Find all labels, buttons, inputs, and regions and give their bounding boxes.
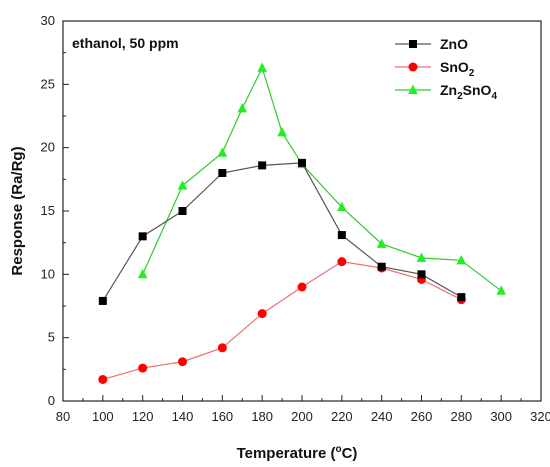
x-tick-label: 140	[172, 409, 194, 424]
legend: ZnO SnO2 Zn2SnO4	[395, 36, 497, 102]
legend-marker	[408, 84, 418, 94]
data-point	[98, 374, 108, 384]
y-tick-label: 5	[48, 330, 55, 345]
data-point	[258, 161, 267, 170]
legend-label: SnO2	[440, 59, 475, 79]
series-line	[142, 66, 502, 292]
y-tick-label: 0	[48, 393, 55, 408]
x-tick-label: 160	[211, 409, 233, 424]
legend-label: ZnO	[440, 36, 468, 52]
data-point	[257, 62, 267, 72]
series-zno	[98, 158, 466, 305]
data-point	[416, 252, 427, 262]
data-point	[257, 309, 267, 319]
data-point	[297, 282, 307, 292]
y-tick-label: 20	[41, 140, 55, 155]
data-point	[218, 169, 227, 177]
y-tick-label: 15	[41, 203, 55, 218]
data-point	[376, 238, 387, 248]
x-axis-title-degree: o	[335, 444, 341, 455]
y-axis-title: Response (Ra/Rg)	[9, 146, 26, 275]
legend-item: Zn2SnO4	[395, 82, 497, 102]
series-zn2sno4	[137, 62, 506, 295]
data-point	[217, 343, 227, 353]
legend-label: Zn2SnO4	[440, 82, 497, 102]
data-point	[417, 270, 426, 279]
legend-item: ZnO	[395, 36, 468, 52]
x-tick-label: 80	[56, 409, 70, 424]
data-point	[457, 293, 466, 302]
series-layer	[98, 62, 506, 384]
data-point	[496, 285, 506, 295]
data-point	[298, 158, 306, 167]
x-axis-title-main: Temperature (	[237, 445, 336, 462]
y-tick-label: 30	[41, 13, 55, 28]
data-point	[137, 268, 148, 279]
data-point	[178, 357, 187, 367]
data-point	[177, 180, 188, 190]
data-point	[138, 232, 147, 241]
data-point	[337, 201, 347, 212]
legend-item: SnO2	[395, 59, 475, 79]
data-point	[337, 257, 347, 267]
data-point	[377, 262, 386, 271]
x-tick-label: 240	[371, 409, 393, 424]
legend-marker	[409, 40, 417, 48]
series-sno2	[98, 257, 466, 384]
x-axis-title: Temperature (oC)	[237, 444, 358, 462]
y-axis-ticks: 0 5 10 15 20 25 30	[41, 13, 69, 408]
y-tick-label: 10	[41, 266, 55, 281]
data-point	[217, 147, 228, 157]
x-tick-label: 260	[411, 409, 433, 424]
x-tick-label: 280	[450, 409, 472, 424]
x-axis-title-unit: C)	[342, 445, 358, 462]
data-point	[98, 296, 107, 305]
x-axis-ticks: 80 100 120 140 160 180 200 220 240 260 280 300 320	[56, 395, 550, 424]
x-tick-label: 100	[92, 409, 114, 424]
data-point	[277, 127, 287, 137]
series-line	[102, 162, 462, 302]
data-point	[178, 207, 187, 215]
x-tick-label: 220	[331, 409, 353, 424]
y-tick-label: 25	[41, 76, 55, 91]
x-tick-label: 120	[132, 409, 154, 424]
legend-marker	[408, 62, 418, 72]
data-point	[237, 102, 248, 113]
series-line	[102, 261, 462, 381]
x-tick-label: 200	[291, 409, 313, 424]
data-point	[138, 363, 148, 373]
data-point	[337, 231, 346, 240]
data-point	[456, 254, 467, 265]
x-tick-label: 320	[530, 409, 550, 424]
x-tick-label: 300	[490, 409, 512, 424]
chart-annotation: ethanol, 50 ppm	[72, 35, 179, 51]
x-tick-label: 180	[251, 409, 273, 424]
